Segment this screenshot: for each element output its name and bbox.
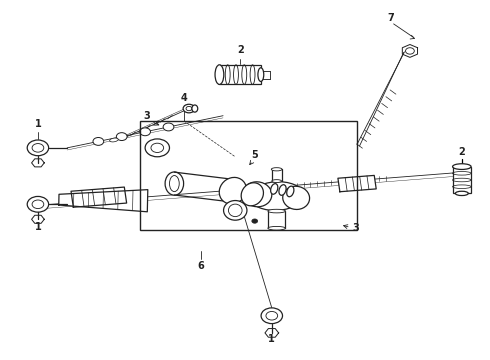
Ellipse shape (283, 186, 310, 210)
Ellipse shape (270, 184, 278, 194)
Circle shape (140, 128, 150, 136)
Ellipse shape (219, 177, 246, 204)
Circle shape (145, 139, 170, 157)
Ellipse shape (268, 209, 286, 213)
Ellipse shape (215, 65, 224, 85)
Ellipse shape (250, 182, 303, 211)
Circle shape (252, 219, 258, 223)
Ellipse shape (243, 182, 272, 207)
Circle shape (93, 138, 104, 145)
Text: 7: 7 (388, 13, 394, 23)
Bar (220, 65, 261, 85)
Text: 6: 6 (198, 261, 204, 271)
Ellipse shape (453, 164, 471, 170)
Circle shape (116, 133, 127, 140)
Ellipse shape (223, 201, 247, 220)
Circle shape (163, 123, 174, 131)
Ellipse shape (241, 183, 264, 206)
Ellipse shape (268, 226, 286, 230)
Circle shape (183, 104, 195, 113)
Ellipse shape (192, 105, 198, 112)
Circle shape (32, 144, 44, 152)
Text: 5: 5 (251, 150, 258, 160)
Polygon shape (59, 190, 148, 212)
Text: 3: 3 (143, 111, 150, 121)
Circle shape (151, 143, 164, 153)
Bar (453, 167, 471, 193)
Ellipse shape (110, 138, 118, 142)
Text: 3: 3 (352, 223, 359, 233)
Circle shape (27, 140, 49, 156)
Circle shape (186, 107, 192, 111)
Ellipse shape (165, 172, 184, 195)
Circle shape (32, 200, 44, 208)
Text: 4: 4 (181, 93, 188, 103)
Ellipse shape (271, 168, 282, 171)
Polygon shape (71, 187, 126, 207)
Text: 2: 2 (459, 147, 465, 157)
Text: 2: 2 (237, 45, 244, 55)
Ellipse shape (455, 191, 468, 195)
Text: 1: 1 (269, 334, 275, 344)
Circle shape (266, 311, 278, 320)
Circle shape (27, 197, 49, 212)
Text: 1: 1 (35, 119, 41, 129)
Ellipse shape (258, 68, 264, 81)
Circle shape (228, 188, 240, 197)
Circle shape (406, 48, 415, 54)
Bar (140, 121, 357, 230)
Text: 1: 1 (35, 222, 41, 232)
Circle shape (261, 308, 283, 324)
Ellipse shape (228, 204, 242, 217)
Ellipse shape (287, 186, 294, 197)
Ellipse shape (279, 185, 286, 195)
Polygon shape (338, 175, 376, 192)
Ellipse shape (272, 180, 282, 183)
